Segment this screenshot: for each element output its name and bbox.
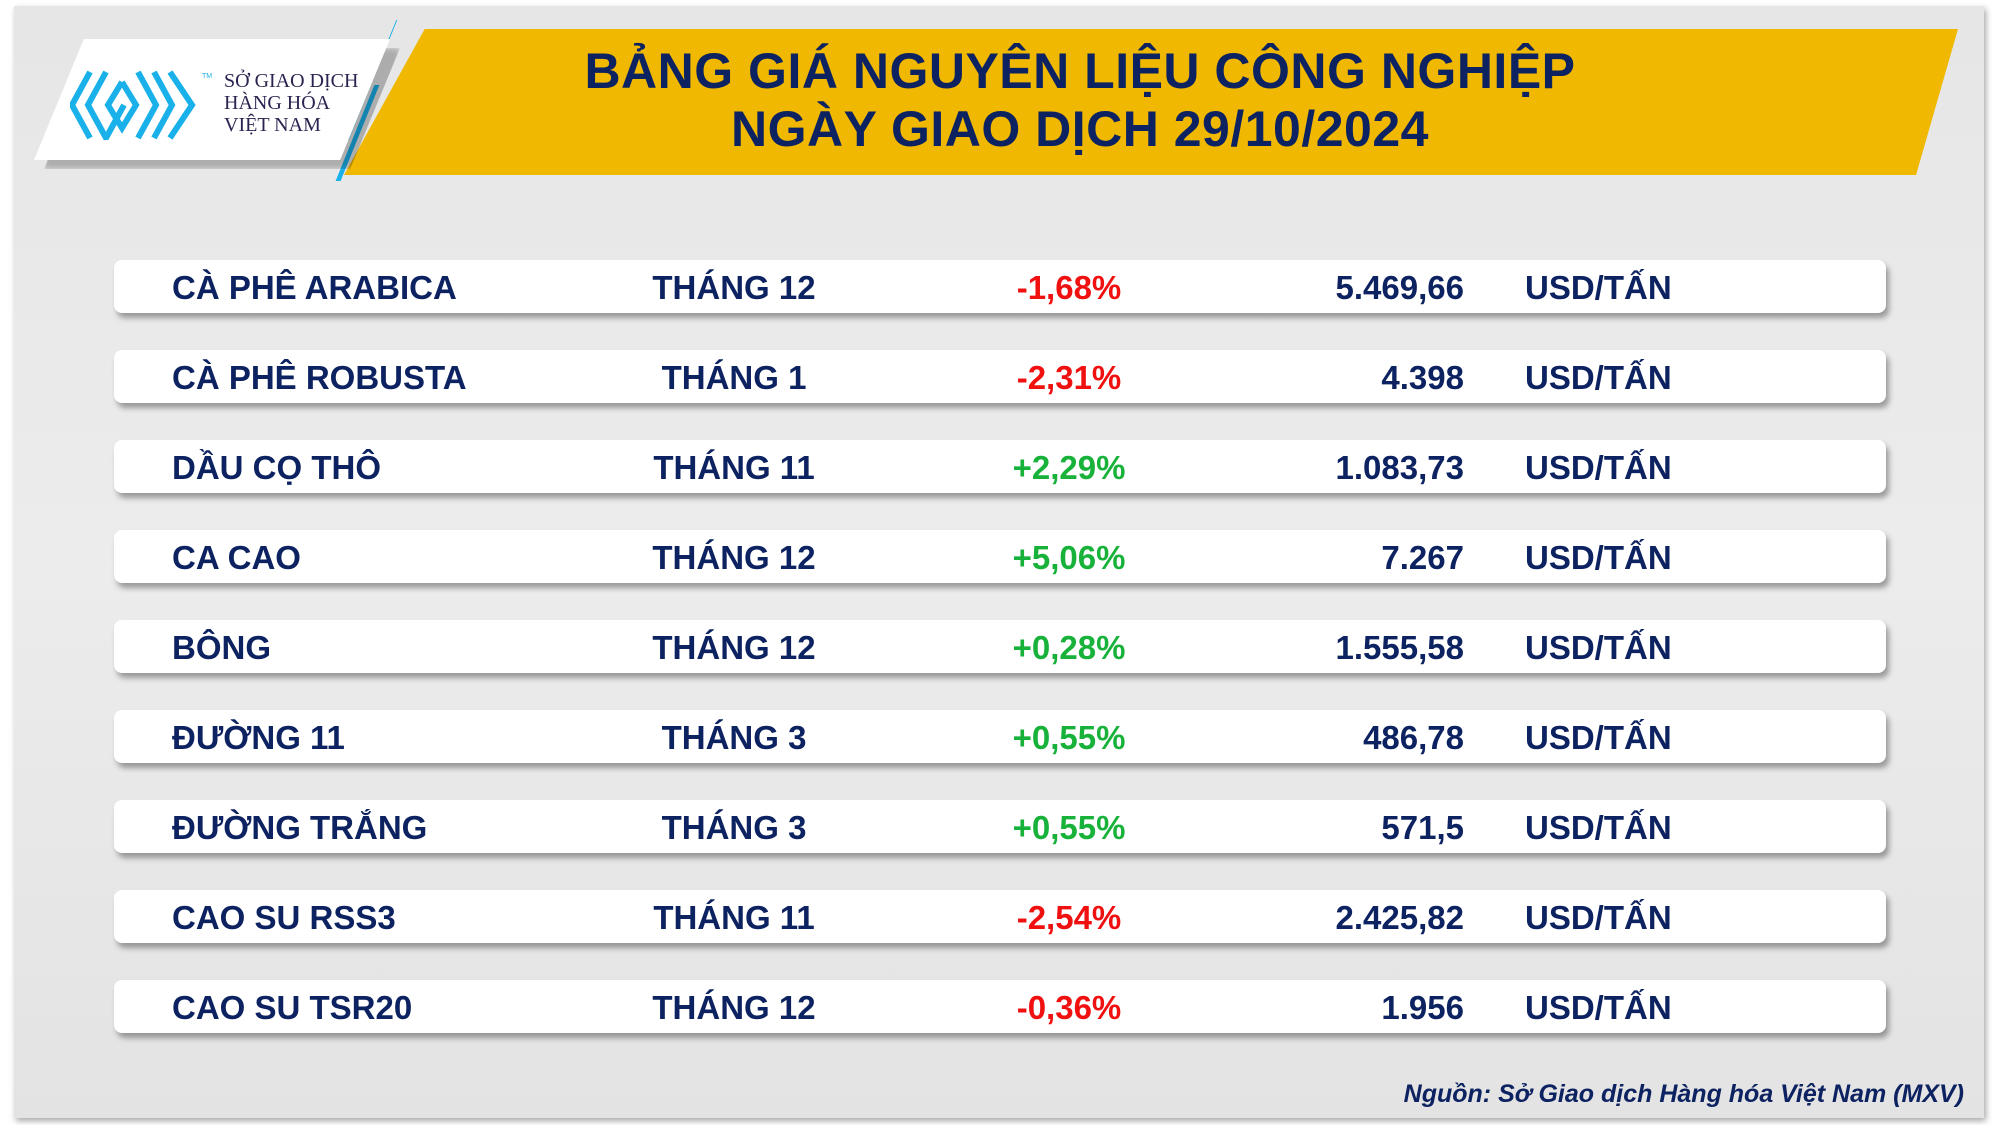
price-value: 571,5 xyxy=(1381,809,1464,846)
price-value: 486,78 xyxy=(1363,719,1464,756)
table-row: ĐƯỜNG 11 THÁNG 3 +0,55% 486,78 USD/TẤN xyxy=(114,710,1886,763)
commodity-name: CÀ PHÊ ARABICA xyxy=(172,269,457,306)
contract-month: THÁNG 12 xyxy=(652,539,816,576)
table-row: CA CAO THÁNG 12 +5,06% 7.267 USD/TẤN xyxy=(114,530,1886,583)
price-change: -2,31% xyxy=(1016,359,1122,396)
price-value: 2.425,82 xyxy=(1335,899,1464,936)
page-title: BẢNG GIÁ NGUYÊN LIỆU CÔNG NGHIỆP xyxy=(584,43,1576,99)
table-row: ĐƯỜNG TRẮNG THÁNG 3 +0,55% 571,5 USD/TẤN xyxy=(114,800,1886,853)
table-row: CAO SU RSS3 THÁNG 11 -2,54% 2.425,82 USD/TẤN xyxy=(114,890,1886,943)
contract-month: THÁNG 12 xyxy=(652,989,816,1026)
price-value: 1.555,58 xyxy=(1335,629,1464,666)
logo-text: SỞ GIAO DỊCH HÀNG HÓA VIỆT NAM xyxy=(224,70,358,136)
commodity-name: DẦU CỌ THÔ xyxy=(172,449,381,486)
price-unit: USD/TẤN xyxy=(1525,449,1672,486)
price-change: +0,28% xyxy=(1012,629,1126,666)
commodity-name: CAO SU RSS3 xyxy=(172,899,396,936)
contract-month: THÁNG 1 xyxy=(661,359,807,396)
price-value: 4.398 xyxy=(1381,359,1464,396)
price-unit: USD/TẤN xyxy=(1525,809,1672,846)
price-value: 1.956 xyxy=(1381,989,1464,1026)
contract-month: THÁNG 12 xyxy=(652,269,816,306)
commodity-name: CAO SU TSR20 xyxy=(172,989,413,1026)
logo-line: SỞ GIAO DỊCH xyxy=(224,70,359,92)
commodity-name: CA CAO xyxy=(172,539,301,576)
title-banner xyxy=(344,29,1958,175)
table-row: CAO SU TSR20 THÁNG 12 -0,36% 1.956 USD/TẤN xyxy=(114,980,1886,1033)
source-note: Nguồn: Sở Giao dịch Hàng hóa Việt Nam (M… xyxy=(1403,1080,1964,1108)
price-value: 7.267 xyxy=(1381,539,1464,576)
price-unit: USD/TẤN xyxy=(1525,629,1672,666)
contract-month: THÁNG 3 xyxy=(661,719,807,756)
contract-month: THÁNG 12 xyxy=(652,629,816,666)
contract-month: THÁNG 11 xyxy=(653,449,815,486)
commodity-name: BÔNG xyxy=(172,629,271,666)
price-unit: USD/TẤN xyxy=(1525,899,1672,936)
mxv-logo-icon xyxy=(70,70,196,140)
table-row: DẦU CỌ THÔ THÁNG 11 +2,29% 1.083,73 USD/TẤN xyxy=(114,440,1886,493)
table-row: BÔNG THÁNG 12 +0,28% 1.555,58 USD/TẤN xyxy=(114,620,1886,673)
price-change: +5,06% xyxy=(1012,539,1126,576)
contract-month: THÁNG 11 xyxy=(653,899,815,936)
price-change: +2,29% xyxy=(1012,449,1126,486)
price-change: -0,36% xyxy=(1016,989,1122,1026)
commodity-name: ĐƯỜNG TRẮNG xyxy=(172,809,428,846)
price-value: 5.469,66 xyxy=(1335,269,1464,306)
commodity-name: ĐƯỜNG 11 xyxy=(172,719,345,756)
trademark: TM xyxy=(202,73,213,80)
price-unit: USD/TẤN xyxy=(1525,359,1672,396)
price-unit: USD/TẤN xyxy=(1525,269,1672,306)
contract-month: THÁNG 3 xyxy=(661,809,807,846)
price-change: -1,68% xyxy=(1016,269,1122,306)
logo-line: HÀNG HÓA xyxy=(224,92,331,114)
price-value: 1.083,73 xyxy=(1335,449,1464,486)
price-unit: USD/TẤN xyxy=(1525,989,1672,1026)
page-subtitle-date: NGÀY GIAO DỊCH 29/10/2024 xyxy=(731,101,1429,157)
commodity-name: CÀ PHÊ ROBUSTA xyxy=(172,359,467,396)
logo-line: VIỆT NAM xyxy=(224,114,321,136)
price-change: +0,55% xyxy=(1012,719,1126,756)
price-change: +0,55% xyxy=(1012,809,1126,846)
price-unit: USD/TẤN xyxy=(1525,719,1672,756)
table-row: CÀ PHÊ ROBUSTA THÁNG 1 -2,31% 4.398 USD/TẤN xyxy=(114,350,1886,403)
price-unit: USD/TẤN xyxy=(1525,539,1672,576)
table-row: CÀ PHÊ ARABICA THÁNG 12 -1,68% 5.469,66 USD/… xyxy=(114,260,1886,313)
price-change: -2,54% xyxy=(1016,899,1122,936)
